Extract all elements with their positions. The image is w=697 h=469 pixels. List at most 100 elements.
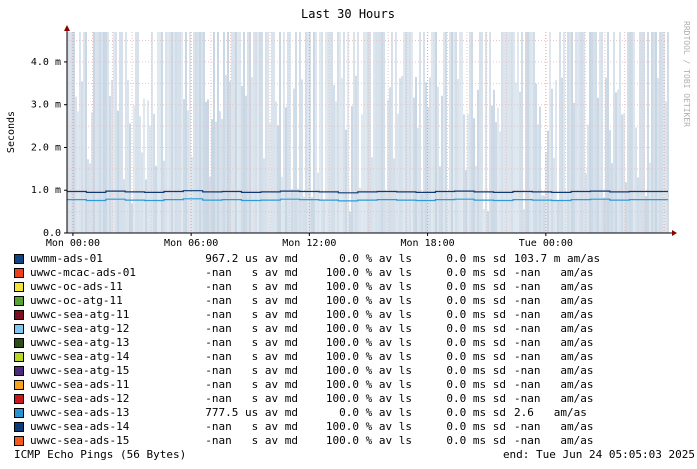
legend-name: uwwc-sea-atg-13 <box>30 336 130 349</box>
smoke-bar <box>505 32 507 233</box>
legend-row: uwwc-sea-ads-13 777.5 us av md 0.0 % av ls… <box>14 406 614 420</box>
smoke-bar <box>509 32 511 233</box>
legend-name: uwwc-sea-ads-14 <box>30 420 130 433</box>
legend-stddev: 0.0 ms sd <box>446 350 506 363</box>
smoke-bar <box>85 32 87 233</box>
smoke-bar <box>541 195 543 233</box>
smoke-bar <box>415 77 417 233</box>
smoke-bar <box>81 81 83 233</box>
smoke-band <box>67 32 669 234</box>
x-tick-label: Mon 18:00 <box>401 238 455 248</box>
smoke-bar <box>241 85 243 233</box>
smoke-bar <box>667 32 669 233</box>
smoke-bar <box>575 32 577 233</box>
smoke-bar <box>445 32 447 233</box>
smoke-bar <box>373 32 375 233</box>
smoke-bar <box>517 32 519 233</box>
smoke-bar <box>177 32 179 233</box>
smoke-bar <box>621 114 623 233</box>
legend-median: 967.2 us av md <box>205 252 298 265</box>
legend-row: uwwc-sea-ads-14 -nan s av md 100.0 % av ls… <box>14 420 614 434</box>
legend-swatch <box>14 296 24 306</box>
y-tick-label: 0.0 <box>43 228 61 239</box>
smoke-bar <box>279 32 281 233</box>
smoke-bar <box>331 32 333 233</box>
series-line-uwmm-ads-01 <box>67 190 668 194</box>
smoke-bar <box>209 176 211 233</box>
legend-swatch <box>14 310 24 320</box>
legend-loss: 100.0 % av ls <box>325 392 412 405</box>
smoke-bar <box>181 32 183 233</box>
smoke-bar <box>457 79 459 233</box>
smoke-bar <box>381 32 383 233</box>
legend-amas: -nan am/as <box>514 308 594 321</box>
legend-stddev: 0.0 ms sd <box>446 252 506 265</box>
smoke-bar <box>495 122 497 233</box>
legend-amas: -nan am/as <box>514 294 594 307</box>
smoke-bar <box>275 101 277 234</box>
smoke-bar <box>309 32 311 233</box>
grid-lines <box>67 32 668 233</box>
smoke-bar <box>603 197 605 233</box>
smoke-bar <box>185 32 187 233</box>
watermark: RRDTOOL / TOBI OETIKER <box>682 21 691 127</box>
smoke-bar <box>533 32 535 233</box>
smoke-bar <box>317 172 319 233</box>
legend-stddev: 0.0 ms sd <box>446 364 506 377</box>
y-tick-label: 1.0 m <box>31 185 61 196</box>
legend-name: uwwc-sea-ads-11 <box>30 378 130 391</box>
smoke-bar <box>151 32 153 233</box>
legend-swatch <box>14 352 24 362</box>
smoke-bar <box>357 32 359 233</box>
legend-stddev: 0.0 ms sd <box>446 308 506 321</box>
smoke-bar <box>645 196 647 233</box>
smoke-bar <box>623 113 625 233</box>
legend-row: uwwc-sea-ads-12 -nan s av md 100.0 % av ls… <box>14 392 614 406</box>
smoke-bar <box>105 32 107 233</box>
smoke-bar <box>323 200 325 233</box>
smoke-bar <box>649 162 651 233</box>
smoke-bar <box>571 32 573 233</box>
smoke-bar <box>231 32 233 233</box>
legend-name: uwwc-sea-ads-13 <box>30 406 130 419</box>
smoke-bar <box>437 86 439 233</box>
smoke-bar <box>325 32 327 233</box>
smoke-bar <box>277 125 279 233</box>
smoke-bar <box>227 32 229 233</box>
smoke-bar <box>539 106 541 233</box>
smoke-bar <box>535 83 537 233</box>
smoke-bar <box>451 32 453 233</box>
smoke-bar <box>619 32 621 233</box>
smoke-bar <box>507 32 509 233</box>
smoke-bar <box>301 79 303 233</box>
legend-row: uwwc-mcac-ads-01 -nan s av md 100.0 % av l… <box>14 266 614 280</box>
legend-row: uwwc-sea-ads-15 -nan s av md 100.0 % av ls… <box>14 434 614 448</box>
legend-loss: 100.0 % av ls <box>325 434 412 447</box>
smoke-bar <box>477 89 479 233</box>
smoke-bar <box>515 82 517 233</box>
smoke-bar <box>589 32 591 233</box>
smoke-bar <box>95 32 97 233</box>
smoke-bar <box>91 112 93 233</box>
smoke-bar <box>183 99 185 233</box>
legend-name: uwwc-oc-ads-11 <box>30 280 123 293</box>
smoke-bar <box>311 197 313 233</box>
smoke-bar <box>297 188 299 233</box>
smoke-bar <box>93 32 95 233</box>
legend-median: -nan s av md <box>205 322 298 335</box>
smoke-bar <box>377 32 379 233</box>
x-axis-ticks: Mon 00:00 Mon 06:00 Mon 12:00 Mon 18:00 Tue … <box>46 233 573 248</box>
smoke-bar <box>255 32 257 233</box>
smoke-bar <box>305 32 307 233</box>
legend-amas: -nan am/as <box>514 336 594 349</box>
smoke-bar <box>217 32 219 233</box>
legend-loss: 100.0 % av ls <box>325 280 412 293</box>
smoke-bar <box>485 32 487 233</box>
legend-amas: -nan am/as <box>514 420 594 433</box>
smoke-bar <box>639 32 641 233</box>
smoke-bar <box>493 89 495 233</box>
smoke-bar <box>293 88 295 234</box>
smoke-bar <box>453 32 455 233</box>
latency-chart: Last 30 Hours Seconds RRDTOOL / TOBI OET… <box>6 7 691 248</box>
smoke-bar <box>347 32 349 233</box>
